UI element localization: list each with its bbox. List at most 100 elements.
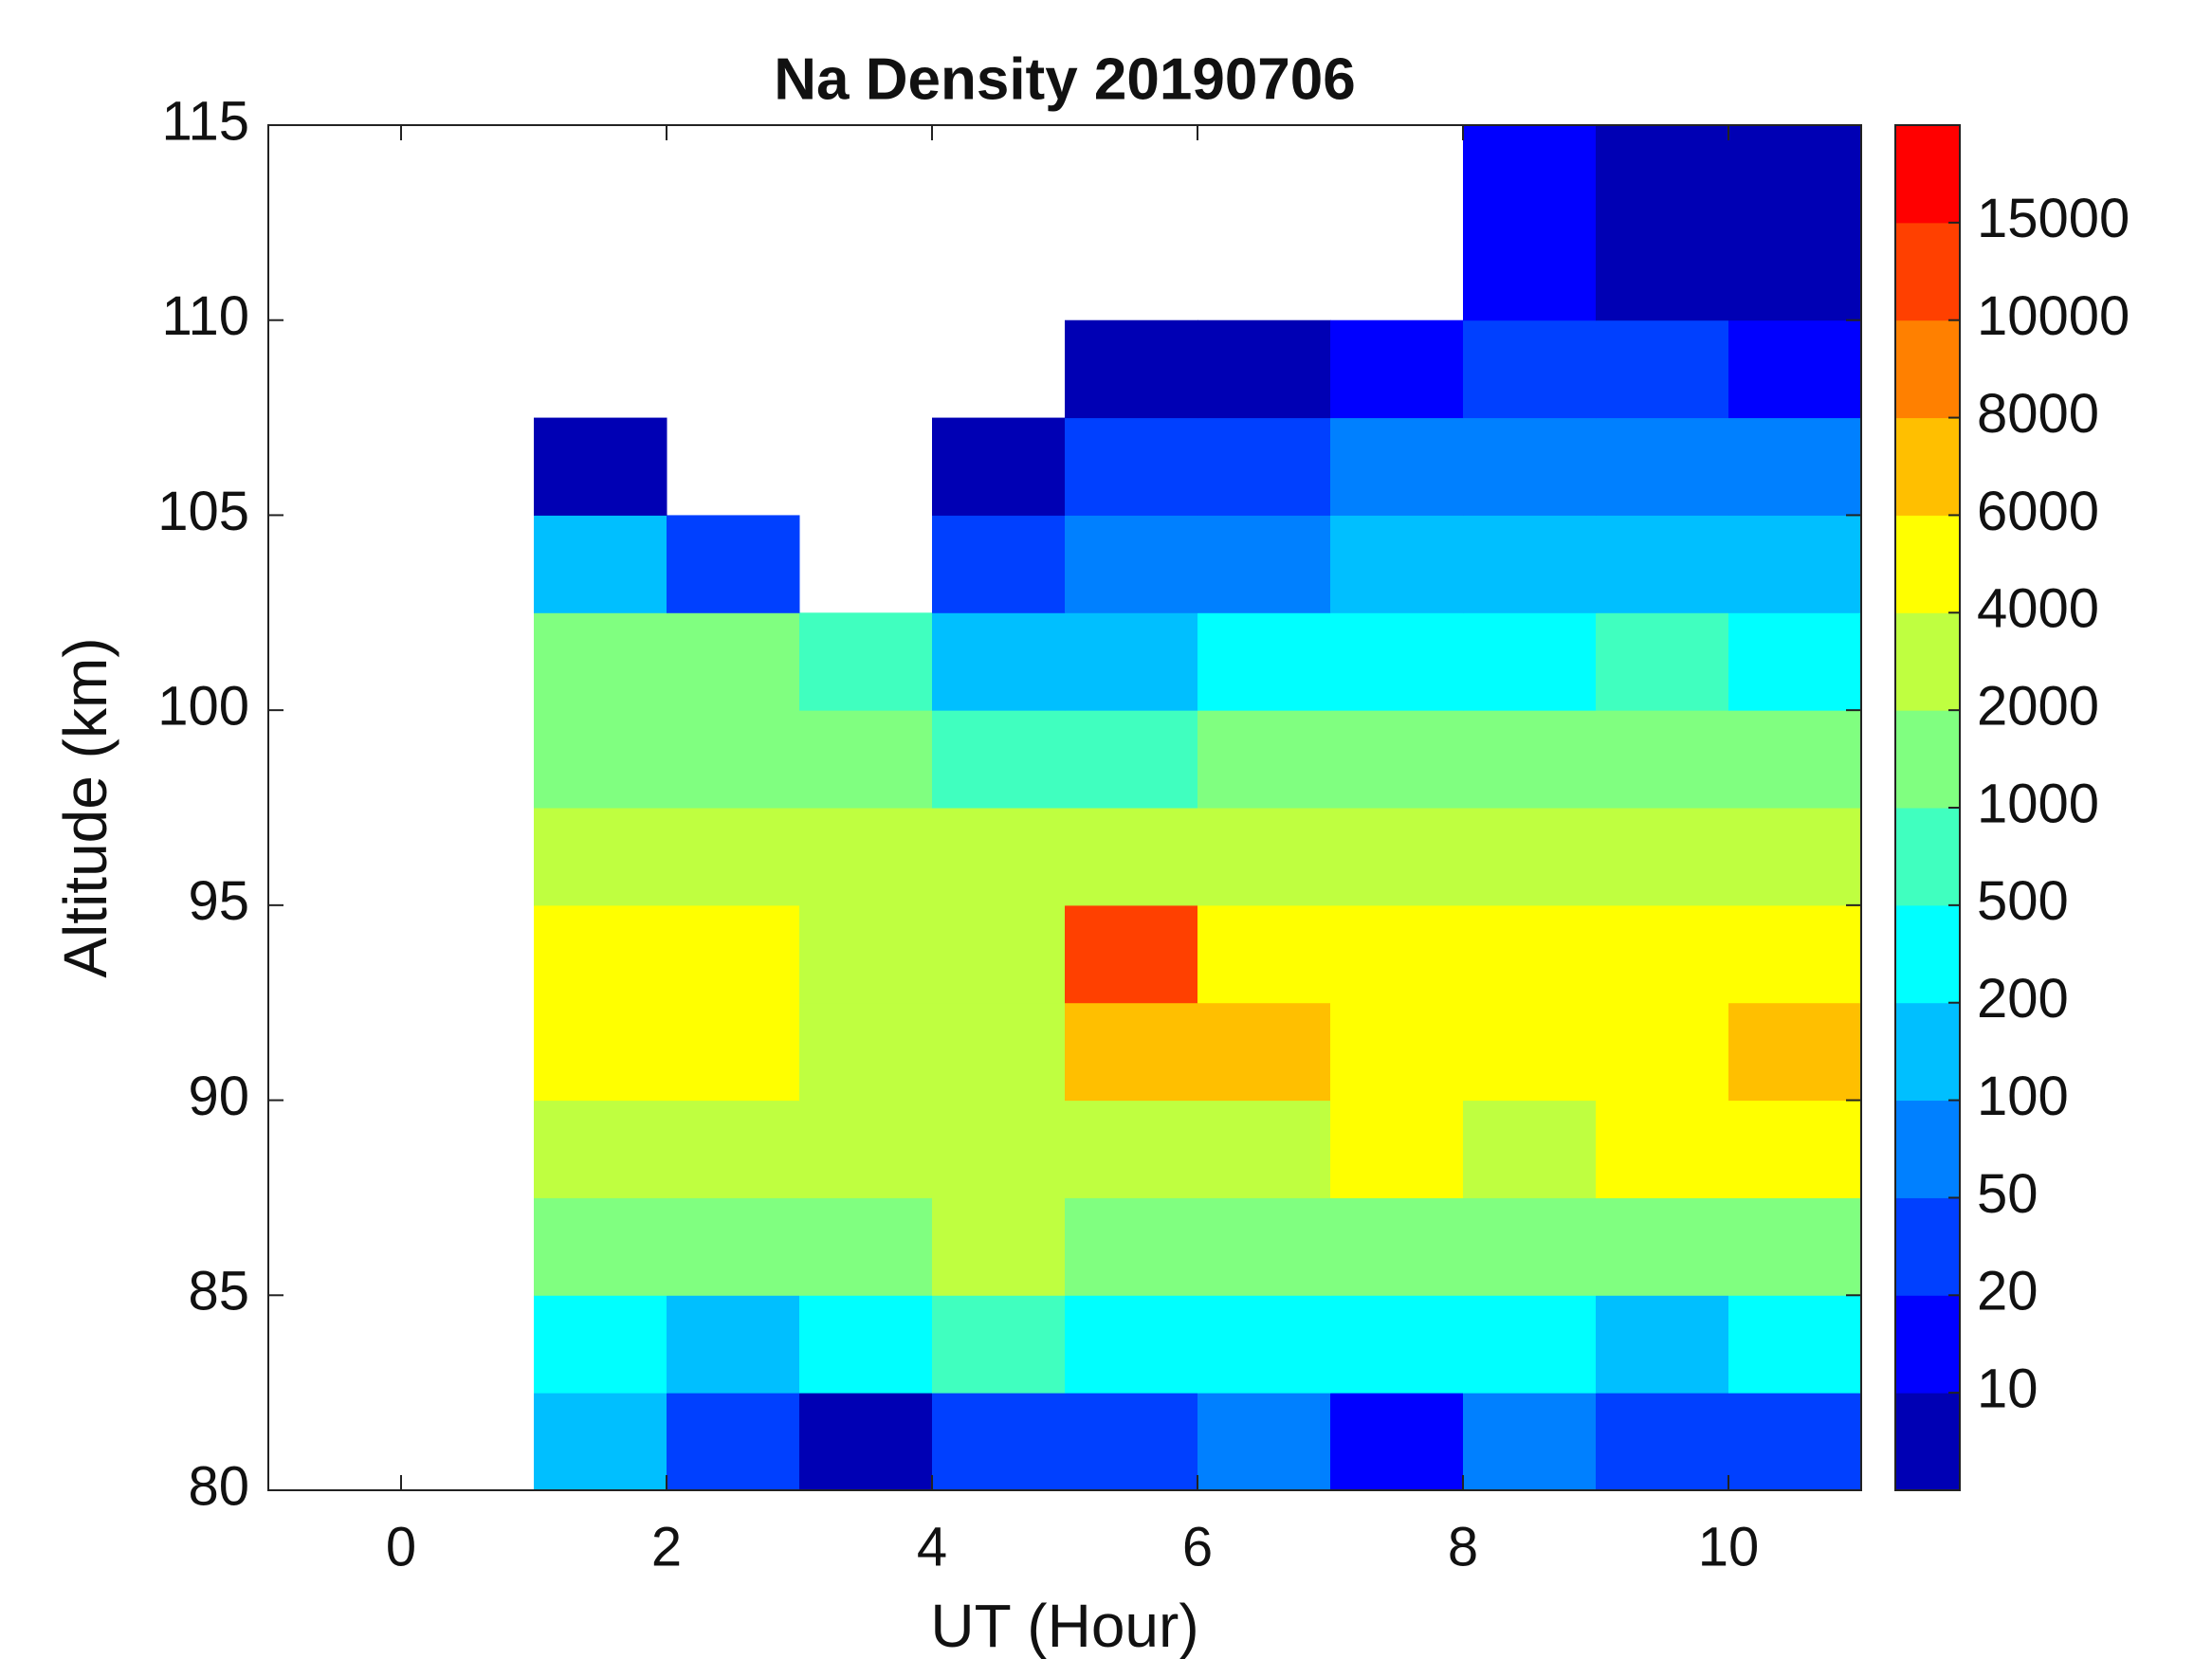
- contour-cell: [799, 710, 933, 809]
- contour-cell: [534, 515, 667, 613]
- colorbar-band: [1895, 319, 1960, 419]
- x-tick-label: 0: [386, 1516, 416, 1577]
- contour-cell: [667, 515, 800, 613]
- contour-cell: [1728, 612, 1862, 711]
- colorbar-band: [1895, 515, 1960, 613]
- contour-cell: [1463, 417, 1597, 516]
- colorbar-band: [1895, 710, 1960, 809]
- colorbar-band: [1895, 808, 1960, 906]
- colorbar-band: [1895, 222, 1960, 321]
- contour-cell: [1197, 1393, 1331, 1491]
- contour-cell: [1463, 808, 1597, 906]
- contour-cell: [534, 1393, 667, 1491]
- contour-cell: [1728, 417, 1862, 516]
- contour-cell: [1330, 1197, 1464, 1296]
- contour-cell: [932, 1197, 1066, 1296]
- contour-cell: [1596, 515, 1729, 613]
- y-tick-label: 95: [188, 870, 249, 932]
- contour-cell: [1463, 612, 1597, 711]
- contour-cell: [932, 515, 1066, 613]
- colorbar-tick-label: 1000: [1977, 773, 2099, 834]
- contour-cell: [1596, 1295, 1729, 1394]
- contour-cell: [1330, 808, 1464, 906]
- contour-cell: [1463, 904, 1597, 1004]
- contour-cell: [1728, 1197, 1862, 1296]
- contour-cell: [1197, 319, 1331, 419]
- contour-cell: [799, 1002, 933, 1102]
- contour-cell: [1463, 1393, 1597, 1491]
- contour-cell: [1197, 1197, 1331, 1296]
- colorbar-tick-label: 10000: [1977, 285, 2130, 347]
- contour-cell: [667, 612, 800, 711]
- contour-cell: [1463, 125, 1597, 224]
- contour-cell: [1065, 1197, 1198, 1296]
- contour-cell: [932, 1002, 1066, 1102]
- contour-cell: [1330, 1295, 1464, 1394]
- contour-cell: [1197, 1100, 1331, 1198]
- x-tick-label: 8: [1448, 1516, 1478, 1577]
- contour-cell: [667, 1197, 800, 1296]
- contour-cell: [1728, 1100, 1862, 1198]
- chart-title: Na Density 20190706: [774, 46, 1356, 112]
- contour-cell: [799, 808, 933, 906]
- contour-cell: [1596, 612, 1729, 711]
- contour-cell: [1596, 1393, 1729, 1491]
- contour-cell: [1596, 417, 1729, 516]
- contour-cell: [1728, 710, 1862, 809]
- contour-cell: [534, 1100, 667, 1198]
- contour-cell: [1065, 515, 1198, 613]
- colorbar-band: [1895, 1002, 1960, 1102]
- contour-cell: [932, 808, 1066, 906]
- contour-cell: [932, 612, 1066, 711]
- contour-cell: [1065, 904, 1198, 1004]
- contour-cell: [799, 612, 933, 711]
- y-tick-label: 110: [162, 285, 249, 347]
- contour-cell: [799, 904, 933, 1004]
- contour-cell: [1463, 710, 1597, 809]
- contour-cell: [932, 1100, 1066, 1198]
- colorbar-band: [1895, 125, 1960, 224]
- contour-cell: [932, 1393, 1066, 1491]
- contour-cell: [799, 1100, 933, 1198]
- contour-cell: [1330, 1002, 1464, 1102]
- contour-cell: [1596, 904, 1729, 1004]
- colorbar-band: [1895, 1197, 1960, 1296]
- contour-cell: [1197, 904, 1331, 1004]
- contour-cell: [1463, 1002, 1597, 1102]
- contour-cell: [1065, 1100, 1198, 1198]
- contour-cell: [1728, 1295, 1862, 1394]
- contour-cell: [1330, 515, 1464, 613]
- x-tick-label: 2: [651, 1516, 682, 1577]
- contour-cell: [667, 1100, 800, 1198]
- colorbar-band: [1895, 612, 1960, 711]
- contour-cell: [667, 1295, 800, 1394]
- colorbar-tick-label: 100: [1977, 1066, 2069, 1127]
- contour-cell: [1065, 1295, 1198, 1394]
- x-tick-label: 4: [917, 1516, 947, 1577]
- plot-frame: [267, 124, 1862, 1491]
- colorbar-band: [1895, 1295, 1960, 1394]
- contour-cell: [1330, 1393, 1464, 1491]
- colorbar-tick-label: 20: [1977, 1261, 2038, 1322]
- contour-cell: [667, 710, 800, 809]
- contour-cell: [1728, 1393, 1862, 1491]
- contour-cell: [1596, 808, 1729, 906]
- contour-cell: [1463, 1197, 1597, 1296]
- contour-cell: [1330, 417, 1464, 516]
- contour-cell: [1728, 515, 1862, 613]
- contour-cell: [932, 1295, 1066, 1394]
- y-tick-label: 85: [188, 1261, 249, 1322]
- x-tick-label: 10: [1698, 1516, 1760, 1577]
- contour-cell: [534, 1002, 667, 1102]
- contour-cell: [1197, 417, 1331, 516]
- contour-cell: [1463, 515, 1597, 613]
- contour-cell: [799, 1197, 933, 1296]
- contour-cell: [1596, 125, 1729, 224]
- contour-cell: [932, 417, 1066, 516]
- contour-cell: [1065, 417, 1198, 516]
- contour-cell: [1197, 515, 1331, 613]
- contour-cell: [1065, 612, 1198, 711]
- contour-cell: [534, 904, 667, 1004]
- colorbar-tick-label: 10: [1977, 1358, 2038, 1419]
